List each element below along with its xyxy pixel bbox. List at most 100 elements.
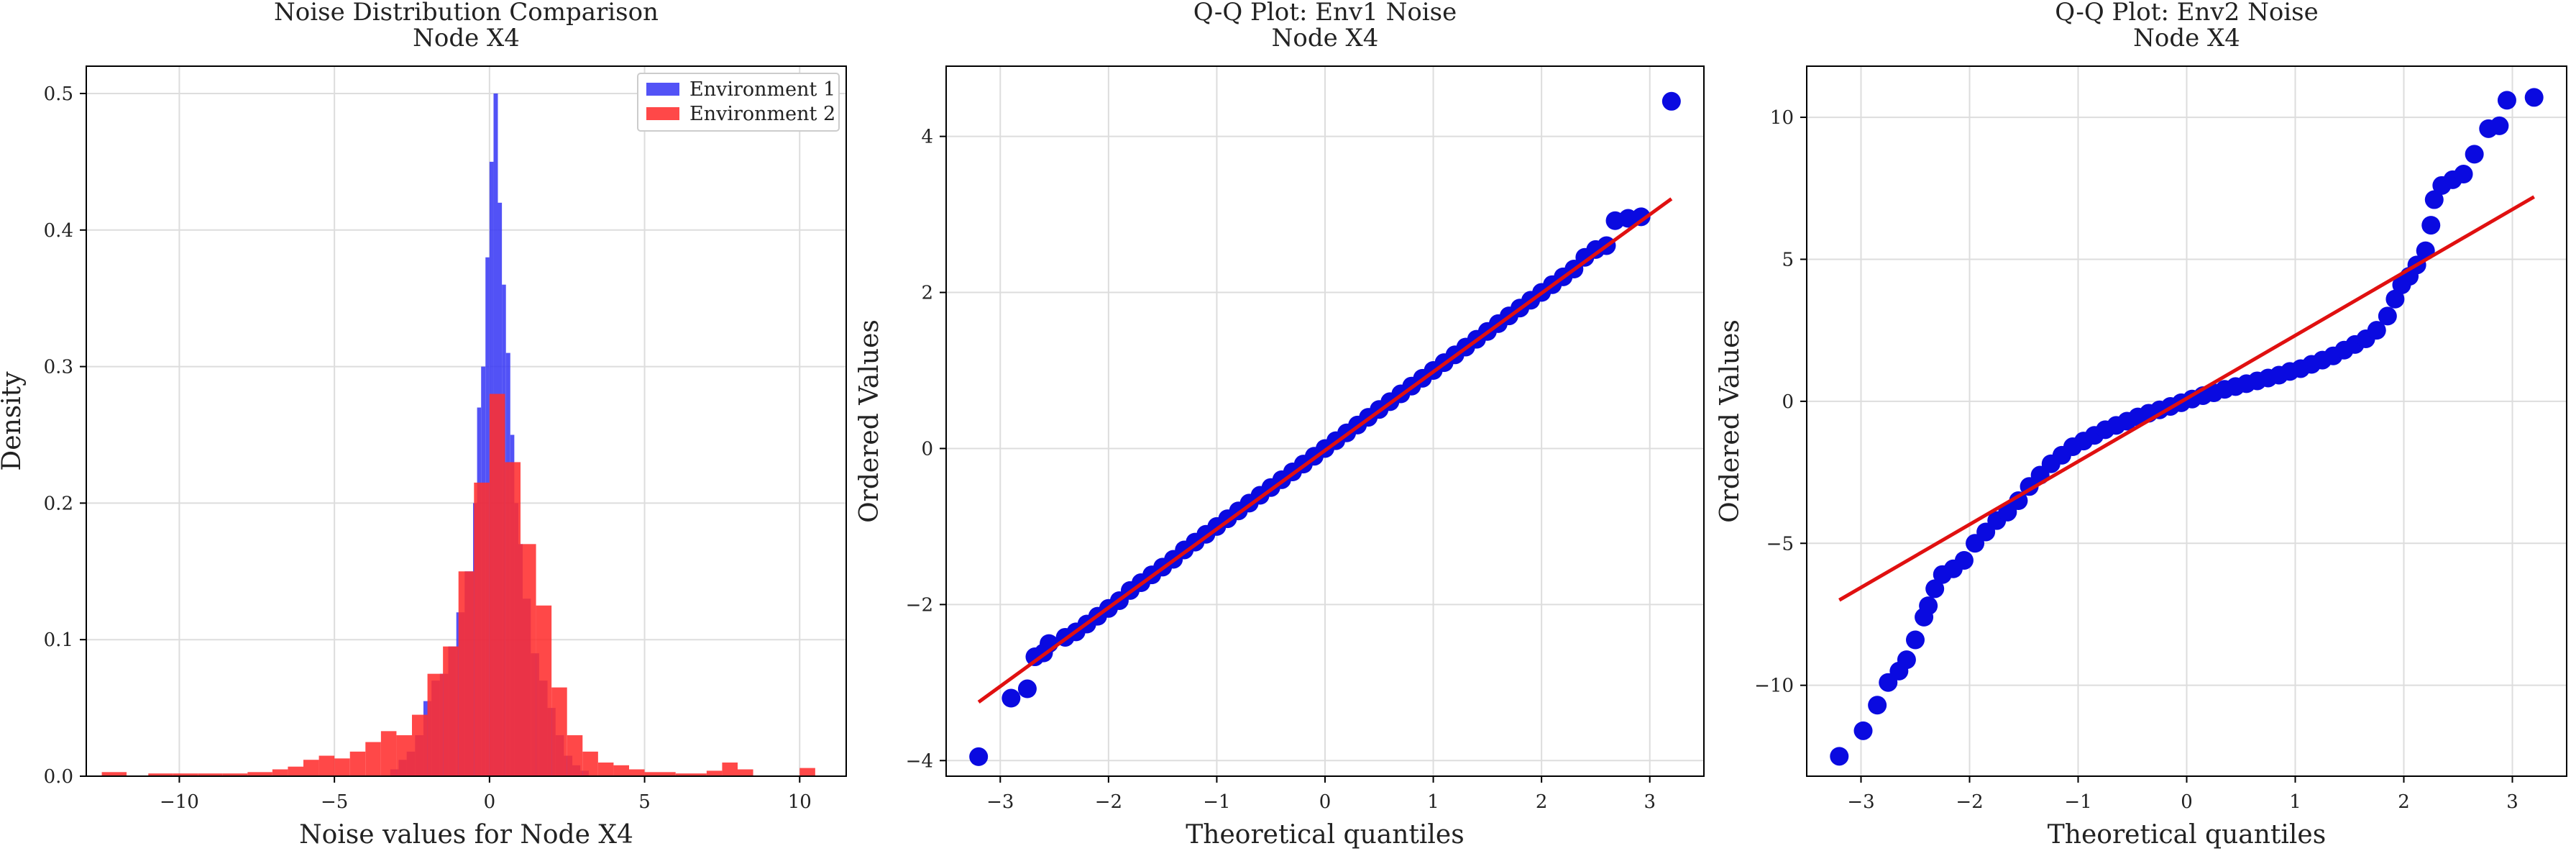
histogram-bar xyxy=(288,766,303,776)
chart-subtitle: Node X4 xyxy=(1272,24,1379,53)
histogram-bar xyxy=(365,742,381,776)
chart-subtitle: Node X4 xyxy=(2133,24,2240,53)
x-tick-label: −2 xyxy=(1095,791,1122,813)
qq-point xyxy=(1919,596,1938,616)
x-axis-label: Theoretical quantiles xyxy=(1186,820,1464,850)
x-axis-label: Noise values for Node X4 xyxy=(299,820,633,850)
y-axis-ticks: −4 −2 0 2 4 xyxy=(906,127,946,772)
legend-box xyxy=(637,73,840,132)
chart-title: Noise Distribution Comparison xyxy=(274,0,659,27)
series-2-bars xyxy=(101,393,815,776)
y-axis-label: Density xyxy=(0,371,27,471)
y-axis-ticks: 0.0 0.1 0.2 0.3 0.4 0.5 xyxy=(44,83,86,788)
chart-title: Q-Q Plot: Env2 Noise xyxy=(2055,0,2318,27)
qq-point xyxy=(1925,579,1945,599)
y-tick-label: −2 xyxy=(906,594,933,616)
histogram-bar xyxy=(303,760,319,776)
histogram-bar xyxy=(334,758,350,776)
x-tick-label: −5 xyxy=(321,791,348,813)
x-axis-ticks: −3 −2 −1 0 1 2 3 xyxy=(1847,776,2518,813)
qq-point xyxy=(2367,321,2386,340)
qq-point xyxy=(1954,550,1974,570)
legend-label-environment-1: Environment 1 xyxy=(689,78,835,101)
y-tick-label: 0 xyxy=(1782,391,1794,413)
qq-point xyxy=(1853,721,1873,740)
histogram-bar xyxy=(644,772,676,776)
qq-point xyxy=(2378,306,2397,326)
qq-point xyxy=(1868,696,1887,715)
qq-point xyxy=(2490,116,2509,135)
histogram-bar xyxy=(613,765,629,776)
qq-point xyxy=(2465,145,2484,164)
legend: Environment 1 Environment 2 xyxy=(637,73,840,132)
x-tick-label: −2 xyxy=(1956,791,1983,813)
histogram-bar xyxy=(222,773,248,776)
reference-line xyxy=(1838,195,2535,602)
histogram-bar xyxy=(474,482,490,776)
qq-point xyxy=(2009,491,2028,511)
histogram-bars xyxy=(101,93,815,777)
histogram-bar xyxy=(443,646,459,776)
qq-point xyxy=(1001,688,1021,708)
histogram-bar xyxy=(799,768,815,776)
reference-line xyxy=(977,197,1673,704)
histogram-bar xyxy=(738,769,753,776)
x-tick-label: −1 xyxy=(1203,791,1230,813)
qq-point xyxy=(1906,630,1925,650)
x-tick-label: 2 xyxy=(2398,791,2410,813)
qq-point xyxy=(2497,91,2516,110)
x-tick-label: 10 xyxy=(788,791,812,813)
y-axis-label: Ordered Values xyxy=(1715,319,1745,523)
x-tick-label: 0 xyxy=(484,791,496,813)
x-tick-label: −1 xyxy=(2064,791,2091,813)
histogram-bar xyxy=(427,673,444,776)
x-axis-ticks: −3 −2 −1 0 1 2 3 xyxy=(986,776,1656,813)
y-tick-label: 0.1 xyxy=(44,629,73,651)
legend-label-environment-2: Environment 2 xyxy=(689,103,835,125)
x-axis-label: Theoretical quantiles xyxy=(2048,820,2326,850)
chart-subtitle: Node X4 xyxy=(413,24,520,53)
y-tick-label: 0.5 xyxy=(44,83,73,105)
histogram-bar xyxy=(706,770,723,776)
qq-point xyxy=(1897,650,1916,670)
y-tick-label: 10 xyxy=(1770,107,1794,129)
legend-swatch-environment-1 xyxy=(646,83,679,96)
y-tick-label: 0 xyxy=(921,438,933,460)
legend-swatch-environment-2 xyxy=(646,107,679,120)
histogram-bar xyxy=(551,687,567,776)
histogram-bar xyxy=(247,772,272,776)
histogram-bar xyxy=(521,544,536,776)
histogram-bar xyxy=(101,772,127,776)
histogram-bar xyxy=(629,769,645,776)
histogram-bar xyxy=(318,755,335,776)
qq-point xyxy=(1661,91,1681,111)
qq-point xyxy=(2524,88,2544,107)
x-tick-label: 1 xyxy=(2289,791,2301,813)
chart-title: Q-Q Plot: Env1 Noise xyxy=(1193,0,1457,27)
histogram-bar xyxy=(567,735,583,776)
x-tick-label: 0 xyxy=(1319,791,1331,813)
y-tick-label: −10 xyxy=(1754,675,1794,697)
qq-point xyxy=(1830,747,1849,766)
qq-points xyxy=(1830,88,2544,766)
qq-point xyxy=(2424,190,2444,209)
histogram-bar xyxy=(722,763,738,776)
x-tick-label: 0 xyxy=(2181,791,2193,813)
x-tick-label: −3 xyxy=(986,791,1014,813)
histogram-bar xyxy=(396,735,412,776)
y-tick-label: −5 xyxy=(1766,533,1794,555)
y-tick-label: 4 xyxy=(921,127,933,148)
x-tick-label: −10 xyxy=(160,791,199,813)
histogram-bar xyxy=(380,731,397,776)
histogram-bar xyxy=(536,605,552,776)
y-axis-label: Ordered Values xyxy=(855,319,884,523)
qq-point xyxy=(969,747,989,766)
x-tick-label: 1 xyxy=(1427,791,1439,813)
histogram-bar xyxy=(412,714,428,776)
x-tick-label: 5 xyxy=(638,791,651,813)
histogram-bar xyxy=(675,773,707,776)
y-tick-label: 0.2 xyxy=(44,493,73,514)
